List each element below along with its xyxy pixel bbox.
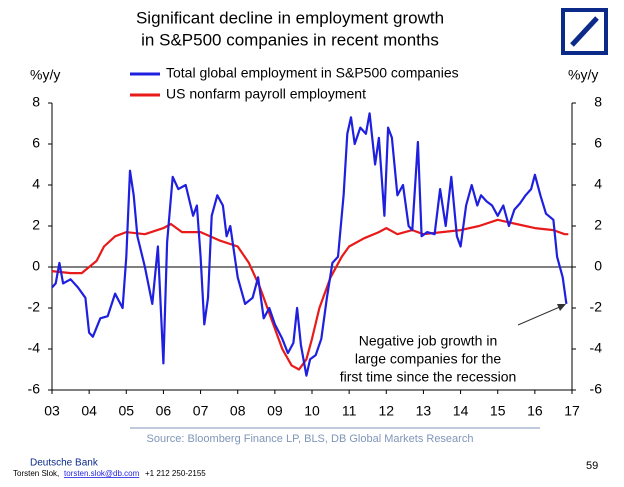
annotation-arrow [517,304,566,326]
x-tick-label: 03 [44,403,60,419]
page-number: 59 [586,460,598,472]
x-tick-label: 15 [490,403,506,419]
source: Source: Bloomberg Finance LP, BLS, DB Gl… [147,433,474,445]
x-tick-label: 04 [81,403,97,419]
y2-tick-label: 6 [594,135,602,151]
x-tick-label: 16 [527,403,543,419]
logo [561,8,608,55]
legend-label: Total global employment in S&P500 compan… [166,65,459,81]
y2-tick-label: 2 [594,217,602,233]
y-tick-label: -6 [28,381,41,397]
x-tick-label: 11 [342,403,357,419]
legend-label: US nonfarm payroll employment [166,86,366,102]
footer-phone: +1 212 250-2155 [145,469,206,478]
annotation: Negative job growth in [359,333,498,349]
x-tick-label: 10 [304,403,320,419]
annotation: first time since the recession [340,369,517,385]
x-tick-label: 08 [230,403,246,419]
y-tick-label: 4 [32,176,40,192]
line-series [51,112,568,377]
y2-tick-label: 8 [594,94,602,110]
chart-title: Significant decline in employment growth [136,8,444,27]
footer-author: Torsten Slok, [13,469,59,478]
chart-title: in S&P500 companies in recent months [141,30,439,49]
x-tick-label: 09 [267,403,283,419]
line-series [51,218,569,371]
x-tick-label: 05 [118,403,134,419]
y2-tick-label: 4 [594,176,602,192]
y-tick-label: 6 [32,135,40,151]
footer-email: torsten.slok@db.com [64,469,140,478]
x-tick-label: 06 [156,403,172,419]
y2-axis-label: %y/y [568,67,598,83]
y-tick-label: 2 [32,217,40,233]
x-tick-label: 12 [378,403,394,419]
y2-tick-label: -6 [590,381,603,397]
y2-tick-label: 0 [594,258,602,274]
y-tick-label: -4 [28,340,41,356]
y2-tick-label: -4 [590,340,603,356]
y-tick-label: -2 [28,299,41,315]
y-tick-label: 0 [32,258,40,274]
y-tick-label: 8 [32,94,40,110]
x-tick-label: 07 [193,403,209,419]
y2-tick-label: -2 [590,299,603,315]
x-tick-label: 14 [453,403,469,419]
annotation: large companies for the [355,351,502,367]
y-axis-label: %y/y [30,67,60,83]
footer-company: Deutsche Bank [30,458,99,469]
x-tick-label: 17 [564,403,580,419]
x-tick-label: 13 [416,403,432,419]
